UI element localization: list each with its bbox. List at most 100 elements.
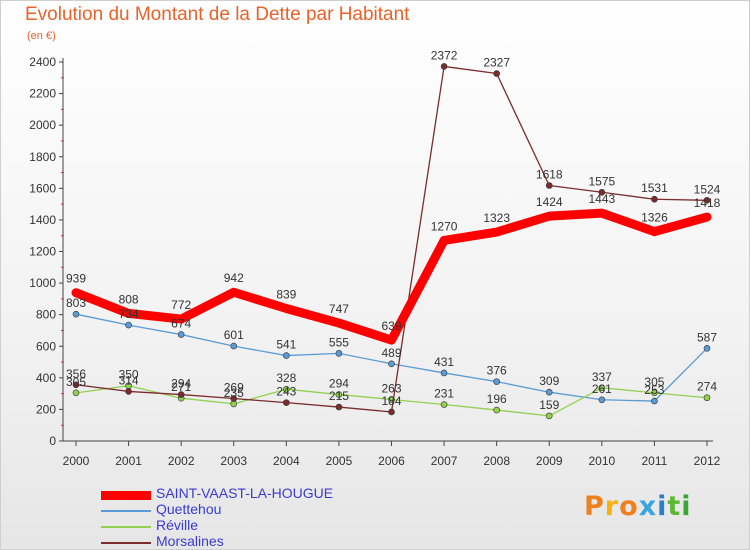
data-label: 274 [697, 380, 717, 394]
data-label: 356 [66, 367, 86, 381]
data-point [598, 188, 606, 196]
data-label: 159 [539, 398, 559, 412]
data-label: 305 [66, 375, 86, 389]
data-point [703, 345, 711, 352]
data-label: 337 [592, 370, 612, 384]
data-label: 639 [381, 319, 401, 333]
logo-letter: x [638, 491, 658, 522]
x-tick-label: 2008 [483, 454, 510, 468]
data-point [230, 395, 238, 402]
y-tick-label: 1200 [29, 245, 56, 259]
data-point [651, 195, 658, 203]
y-tick-label: 2200 [29, 87, 56, 101]
y-tick-label: 1600 [29, 181, 56, 195]
data-point [335, 391, 343, 398]
data-label: 328 [276, 371, 296, 385]
legend-swatch [101, 510, 151, 512]
data-label: 215 [329, 389, 349, 403]
x-tick-label: 2006 [378, 454, 405, 468]
data-label: 839 [276, 288, 296, 302]
data-point [283, 399, 290, 406]
data-point [125, 388, 132, 395]
series-line-3 [75, 65, 708, 413]
data-label: 314 [119, 373, 139, 387]
data-point [440, 369, 448, 377]
data-label: 1575 [588, 174, 615, 188]
data-point [283, 352, 290, 359]
data-point [283, 385, 290, 393]
legend-swatch [101, 526, 151, 528]
y-tick-label: 2000 [29, 118, 56, 132]
y-tick-label: 1800 [29, 150, 56, 164]
y-tick-label: 400 [36, 371, 56, 385]
data-point [440, 63, 448, 70]
legend-label: Quettehou [156, 501, 222, 517]
data-label: 942 [224, 271, 244, 285]
data-point [230, 342, 238, 350]
data-point [651, 389, 658, 397]
data-label: 261 [592, 382, 612, 396]
data-point [388, 360, 395, 368]
data-label: 263 [381, 381, 401, 395]
data-label: 747 [329, 302, 349, 316]
y-tick-label: 600 [36, 339, 56, 353]
data-point [545, 182, 553, 189]
data-label: 772 [171, 298, 191, 312]
data-label: 243 [276, 385, 296, 399]
data-label: 196 [487, 392, 507, 406]
y-tick-label: 800 [36, 308, 56, 322]
data-label: 1524 [694, 182, 721, 196]
data-point [493, 378, 500, 385]
data-point [335, 403, 343, 411]
data-label: 269 [224, 381, 244, 395]
legend-label: SAINT-VAAST-LA-HOUGUE [156, 485, 334, 501]
data-label: 231 [434, 387, 454, 401]
data-label: 2327 [483, 56, 510, 70]
data-label: 587 [697, 330, 717, 344]
data-label: 1326 [641, 211, 668, 225]
logo-letter: i [681, 491, 692, 522]
data-label: 431 [434, 355, 454, 369]
data-point [703, 394, 711, 402]
logo-letter: o [619, 491, 639, 522]
legend-swatch [101, 490, 151, 500]
data-label: 734 [119, 307, 139, 321]
y-tick-label: 1000 [29, 276, 56, 290]
y-tick-label: 2400 [29, 55, 56, 69]
data-point [545, 388, 553, 396]
data-point [177, 391, 185, 398]
x-tick-label: 2000 [63, 454, 90, 468]
chart-unit: (en €) [27, 30, 56, 42]
data-label: 1618 [536, 167, 563, 181]
logo-letter: r [604, 491, 620, 522]
x-tick-label: 2012 [694, 454, 721, 468]
data-label: 555 [329, 335, 349, 349]
data-label: 601 [224, 328, 244, 342]
data-label: 235 [224, 386, 244, 400]
x-tick-label: 2011 [642, 454, 668, 468]
data-point [125, 321, 132, 329]
chart-title: Evolution du Montant de la Dette par Hab… [25, 4, 410, 25]
data-label: 541 [276, 338, 296, 352]
y-tick-label: 0 [49, 434, 56, 448]
x-tick-label: 2007 [431, 454, 458, 468]
data-point [335, 350, 343, 357]
proxiti-logo: Proxiti [584, 491, 692, 522]
legend-swatch [101, 542, 151, 544]
data-label: 271 [171, 380, 191, 394]
data-label: 1418 [694, 196, 721, 210]
data-point [493, 70, 500, 77]
data-label: 294 [171, 377, 191, 391]
data-label: 294 [329, 377, 349, 391]
logo-letter: P [584, 491, 605, 522]
x-tick-label: 2004 [273, 454, 300, 468]
x-tick-label: 2002 [168, 454, 195, 468]
data-label: 1270 [431, 219, 458, 233]
data-point [388, 408, 395, 416]
data-label: 1424 [536, 195, 563, 209]
data-point [703, 197, 711, 204]
y-tick-label: 200 [36, 402, 56, 416]
data-point [598, 384, 606, 392]
legend-label: Morsalines [156, 533, 224, 549]
